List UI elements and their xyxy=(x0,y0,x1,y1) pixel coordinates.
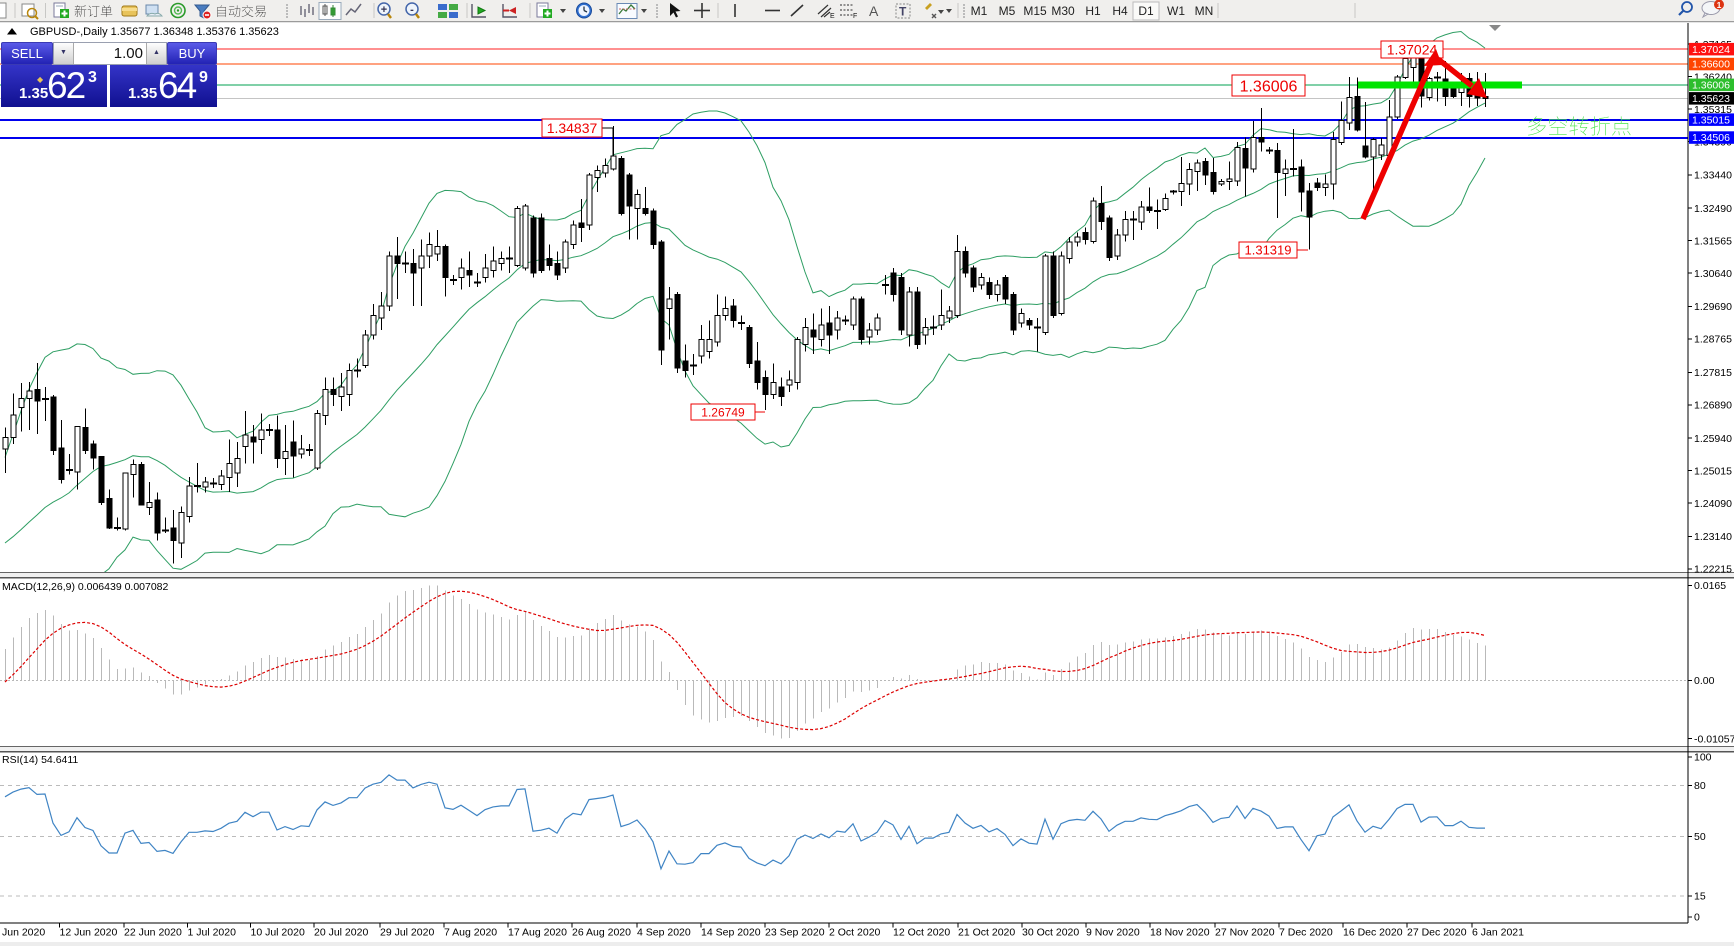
svg-text:6 Jan 2021: 6 Jan 2021 xyxy=(1472,927,1524,939)
svg-text:12 Jun 2020: 12 Jun 2020 xyxy=(60,927,118,939)
svg-text:27 Dec 2020: 27 Dec 2020 xyxy=(1407,927,1467,939)
svg-text:4 Sep 2020: 4 Sep 2020 xyxy=(637,927,691,939)
svg-text:1.29690: 1.29690 xyxy=(1694,301,1732,313)
svg-text:7 Aug 2020: 7 Aug 2020 xyxy=(444,927,497,939)
svg-text:1.25940: 1.25940 xyxy=(1694,433,1732,445)
svg-text:100: 100 xyxy=(1694,752,1712,764)
svg-text:1.37024: 1.37024 xyxy=(1692,44,1730,56)
svg-text:MACD(12,26,9) 0.006439 0.00708: MACD(12,26,9) 0.006439 0.007082 xyxy=(2,581,169,593)
svg-text:21 Oct 2020: 21 Oct 2020 xyxy=(958,927,1015,939)
svg-text:1.33440: 1.33440 xyxy=(1694,170,1732,182)
svg-text:1.37024: 1.37024 xyxy=(1387,42,1438,58)
svg-text:MN: MN xyxy=(1195,4,1214,18)
svg-text:-: - xyxy=(410,4,414,16)
svg-text:1.25015: 1.25015 xyxy=(1694,465,1732,477)
svg-text:D1: D1 xyxy=(1138,4,1154,18)
svg-text:1.35315: 1.35315 xyxy=(1694,104,1732,116)
svg-text:1.36600: 1.36600 xyxy=(1692,59,1730,71)
svg-text:80: 80 xyxy=(1694,780,1706,792)
svg-text:1.36006: 1.36006 xyxy=(1692,80,1730,92)
svg-text:1.26890: 1.26890 xyxy=(1694,400,1732,412)
svg-text:M15: M15 xyxy=(1023,4,1047,18)
svg-text:1.22215: 1.22215 xyxy=(1694,564,1732,576)
svg-text:Jun 2020: Jun 2020 xyxy=(2,927,45,939)
svg-text:22 Jun 2020: 22 Jun 2020 xyxy=(124,927,182,939)
svg-text:1.24090: 1.24090 xyxy=(1694,498,1732,510)
svg-text:F: F xyxy=(853,13,857,20)
svg-text:12 Oct 2020: 12 Oct 2020 xyxy=(893,927,950,939)
svg-text:T: T xyxy=(899,5,907,19)
svg-text:0.0165: 0.0165 xyxy=(1694,580,1726,592)
svg-text:17 Aug 2020: 17 Aug 2020 xyxy=(508,927,567,939)
svg-text:20 Jul 2020: 20 Jul 2020 xyxy=(314,927,368,939)
svg-text:1.35623: 1.35623 xyxy=(1692,93,1730,105)
svg-text:1.35015: 1.35015 xyxy=(1692,114,1730,126)
svg-text:M1: M1 xyxy=(971,4,988,18)
svg-text:1.31319: 1.31319 xyxy=(1245,243,1292,258)
svg-text:1.36006: 1.36006 xyxy=(1240,78,1298,95)
svg-text:18 Nov 2020: 18 Nov 2020 xyxy=(1150,927,1210,939)
svg-text:50: 50 xyxy=(1694,831,1706,843)
svg-text:1.26749: 1.26749 xyxy=(701,406,745,420)
svg-text:27 Nov 2020: 27 Nov 2020 xyxy=(1215,927,1275,939)
svg-text:29 Jul 2020: 29 Jul 2020 xyxy=(380,927,434,939)
svg-text:1.31565: 1.31565 xyxy=(1694,235,1732,247)
svg-text:M5: M5 xyxy=(999,4,1016,18)
svg-text:H4: H4 xyxy=(1112,4,1128,18)
svg-text:M30: M30 xyxy=(1051,4,1075,18)
svg-text:RSI(14) 54.6411: RSI(14) 54.6411 xyxy=(2,754,78,766)
svg-text:1.32490: 1.32490 xyxy=(1694,203,1732,215)
svg-text:1.30640: 1.30640 xyxy=(1694,268,1732,280)
svg-text:GBPUSD-,Daily 1.35677 1.36348: GBPUSD-,Daily 1.35677 1.36348 1.35376 1.… xyxy=(30,26,279,38)
svg-text:30 Oct 2020: 30 Oct 2020 xyxy=(1022,927,1079,939)
svg-text:1.34837: 1.34837 xyxy=(547,120,598,136)
svg-text:10 Jul 2020: 10 Jul 2020 xyxy=(251,927,305,939)
svg-text:1.23140: 1.23140 xyxy=(1694,531,1732,543)
svg-text:1 Jul 2020: 1 Jul 2020 xyxy=(188,927,237,939)
svg-text:7 Dec 2020: 7 Dec 2020 xyxy=(1279,927,1333,939)
svg-text:16 Dec 2020: 16 Dec 2020 xyxy=(1343,927,1403,939)
svg-text:15: 15 xyxy=(1694,891,1706,903)
svg-text:1.34506: 1.34506 xyxy=(1692,132,1730,144)
svg-text:23 Sep 2020: 23 Sep 2020 xyxy=(765,927,825,939)
svg-text:+: + xyxy=(381,4,387,16)
svg-text:9 Nov 2020: 9 Nov 2020 xyxy=(1086,927,1140,939)
svg-text:1: 1 xyxy=(1717,0,1722,10)
svg-text:1.28765: 1.28765 xyxy=(1694,334,1732,346)
svg-text:2 Oct 2020: 2 Oct 2020 xyxy=(829,927,881,939)
svg-text:0.00: 0.00 xyxy=(1694,675,1715,687)
svg-text:W1: W1 xyxy=(1167,4,1185,18)
svg-text:1.27815: 1.27815 xyxy=(1694,367,1732,379)
svg-text:E: E xyxy=(830,13,835,20)
svg-text:H1: H1 xyxy=(1085,4,1101,18)
svg-text:0: 0 xyxy=(1694,912,1700,924)
svg-text:26 Aug 2020: 26 Aug 2020 xyxy=(572,927,631,939)
svg-text:14 Sep 2020: 14 Sep 2020 xyxy=(701,927,761,939)
svg-text:A: A xyxy=(869,3,879,19)
